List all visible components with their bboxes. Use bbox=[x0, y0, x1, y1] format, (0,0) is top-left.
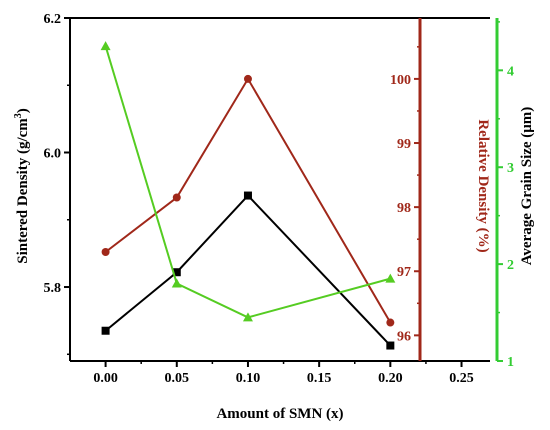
data-point-triangle bbox=[242, 312, 253, 322]
relative-density-tick-label: 96 bbox=[397, 329, 411, 344]
grain-size-axis-label: Average Grain Size (μm) bbox=[519, 107, 535, 266]
data-point-circle bbox=[101, 248, 110, 257]
left-tick-label: 6.0 bbox=[44, 147, 62, 162]
data-point-triangle bbox=[385, 273, 396, 283]
grain-size-tick-label: 3 bbox=[507, 161, 514, 176]
x-tick-label: 0.00 bbox=[93, 371, 118, 386]
relative-density-tick-label: 99 bbox=[397, 137, 411, 152]
x-tick-label: 0.20 bbox=[378, 371, 403, 386]
series-line-right1 bbox=[104, 76, 392, 324]
x-axis-label: Amount of SMN (x) bbox=[216, 406, 343, 422]
x-tick-label: 0.05 bbox=[165, 371, 190, 386]
data-point-square bbox=[172, 268, 181, 277]
data-point-circle bbox=[172, 193, 181, 202]
grain-size-tick-label: 2 bbox=[507, 258, 514, 273]
grain-size-tick-label: 1 bbox=[507, 355, 514, 370]
left-tick-label: 6.2 bbox=[44, 12, 62, 27]
x-tick-label: 0.15 bbox=[307, 371, 332, 386]
series-line-right2 bbox=[104, 45, 391, 319]
relative-density-axis-label: Relative Density (%) bbox=[475, 119, 491, 252]
left-axis-label: Sintered Density (g/cm3) bbox=[13, 108, 31, 264]
data-point-circle bbox=[386, 318, 395, 327]
relative-density-tick-label: 98 bbox=[397, 201, 411, 216]
data-point-triangle bbox=[171, 278, 182, 288]
data-point-circle bbox=[243, 74, 252, 83]
data-point-square bbox=[243, 191, 252, 200]
left-axis-label-close: ) bbox=[15, 108, 31, 113]
axes-layer: 0.00 0.05 0.10 0.15 0.20 0.25 5.8 6.0 6.2 96 97 98 9… bbox=[44, 12, 515, 386]
left-tick-label: 5.8 bbox=[44, 281, 62, 296]
grain-size-tick-label: 4 bbox=[507, 64, 514, 79]
series-layer bbox=[100, 41, 396, 350]
data-point-triangle bbox=[100, 41, 111, 51]
x-tick-label: 0.10 bbox=[236, 371, 261, 386]
data-point-square bbox=[101, 326, 110, 335]
left-axis-label-main: Sintered Density (g/cm bbox=[15, 118, 31, 264]
left-axis-label-superscript: 3 bbox=[13, 113, 24, 118]
labels-layer: Amount of SMN (x) Sintered Density (g/cm… bbox=[13, 107, 535, 422]
data-point-square bbox=[386, 341, 395, 350]
series-line-left bbox=[104, 194, 392, 347]
relative-density-tick-label: 97 bbox=[397, 265, 411, 280]
x-tick-label: 0.25 bbox=[449, 371, 474, 386]
relative-density-tick-label: 100 bbox=[390, 73, 411, 88]
